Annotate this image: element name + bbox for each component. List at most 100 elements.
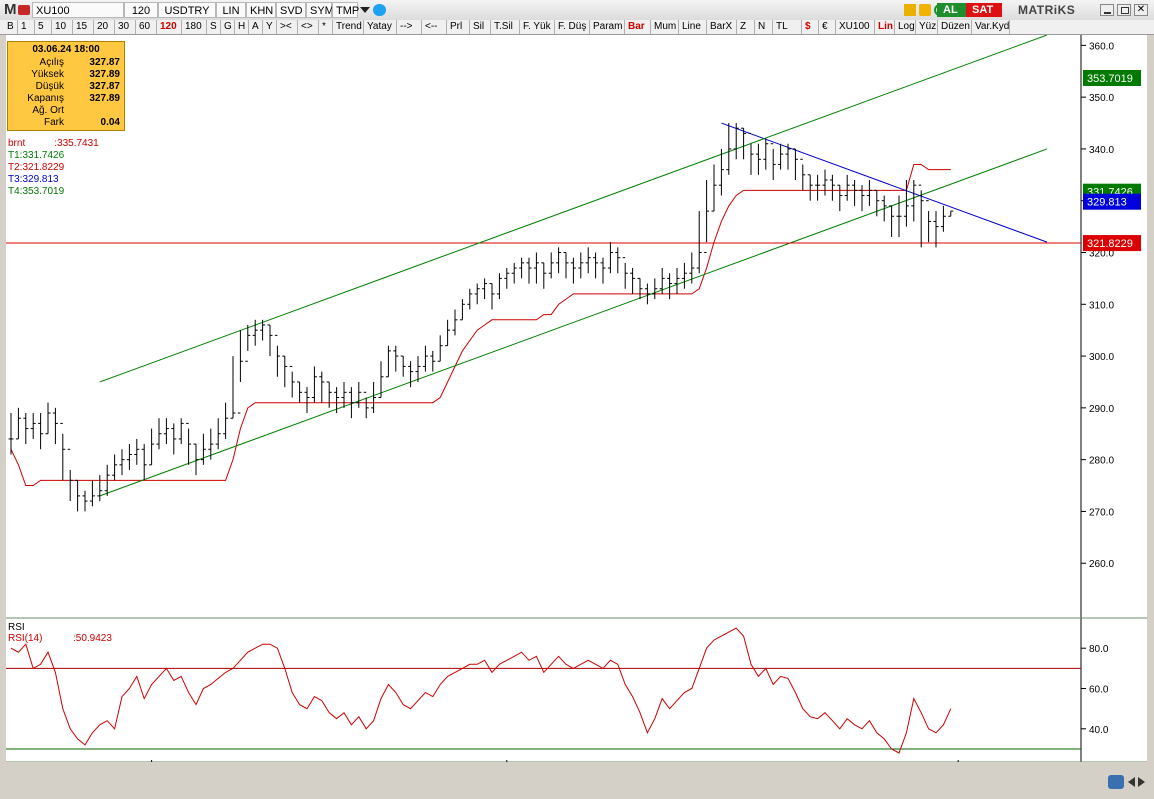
lock-icon[interactable]	[919, 4, 931, 16]
toolbar-button-17[interactable]: *	[319, 20, 333, 34]
legend-entry: brnt:335.7431	[8, 138, 99, 150]
ohlc-bar	[918, 184, 924, 248]
ohlc-bar	[792, 148, 798, 180]
scroll-left-icon[interactable]	[1128, 777, 1135, 787]
ohlc-bar	[311, 366, 317, 403]
toolbar-button-1[interactable]: 1	[18, 20, 35, 34]
toolbar-button-21[interactable]: <--	[422, 20, 447, 34]
toolbar-button-39[interactable]: Log	[895, 20, 916, 34]
toolbar-button-15[interactable]: ><	[277, 20, 298, 34]
toolbar-button-40[interactable]: Yüz	[916, 20, 938, 34]
toolbar-button-22[interactable]: Prl	[447, 20, 470, 34]
maximize-button[interactable]	[1117, 4, 1131, 16]
pin-icon[interactable]	[904, 4, 916, 16]
twitter-icon[interactable]	[373, 4, 386, 16]
symbol-field[interactable]: XU100	[32, 2, 124, 18]
currency-field[interactable]: USDTRY	[158, 2, 216, 18]
toolbar-button-12[interactable]: H	[235, 20, 249, 34]
buy-button[interactable]: AL	[937, 3, 975, 17]
toolbar-button-38[interactable]: Lin	[875, 20, 895, 34]
scroll-right-icon[interactable]	[1138, 777, 1145, 787]
toolbar-button-9[interactable]: 180	[182, 20, 207, 34]
y-tick-label: 280.0	[1089, 456, 1114, 467]
toolbar-button-41[interactable]: Düzen	[938, 20, 972, 34]
ohlc-bar	[267, 324, 273, 357]
ohlc-bar	[822, 169, 828, 196]
ohlc-bar	[844, 174, 850, 201]
ohlc-bar	[119, 449, 125, 476]
toolbar-button-36[interactable]: €	[819, 20, 836, 34]
ohlc-bar	[156, 418, 162, 450]
toolbar-button-14[interactable]: Y	[263, 20, 277, 34]
chart-svg: 260.0270.0280.0290.0300.0310.0320.0330.0…	[6, 35, 1147, 762]
toolbar-button-32[interactable]: Z	[737, 20, 755, 34]
ohlc-bar	[755, 143, 761, 175]
toolbar-button-11[interactable]: G	[221, 20, 235, 34]
toolbar-button-34[interactable]: TL	[773, 20, 802, 34]
ohlc-bar	[467, 288, 473, 310]
toolbar-button-2[interactable]: 5	[35, 20, 52, 34]
sync-icon[interactable]	[1108, 775, 1124, 789]
ohlc-bar	[400, 355, 406, 377]
ohlc-bar	[800, 158, 806, 191]
scale-button-khn[interactable]: KHN	[246, 2, 276, 18]
toolbar-button-5[interactable]: 20	[94, 20, 115, 34]
ohlc-bar	[718, 148, 724, 196]
toolbar-button-30[interactable]: Line	[679, 20, 707, 34]
rsi-y-tick-label: 60.0	[1089, 685, 1109, 696]
ohlc-bar	[593, 252, 599, 279]
toolbar-button-26[interactable]: F. Düş	[555, 20, 590, 34]
toolbar-button-42[interactable]: Var.Kyd	[972, 20, 1010, 34]
toolbar-button-13[interactable]: A	[249, 20, 263, 34]
ohlc-bar	[681, 262, 687, 289]
scale-button-tmp[interactable]: TMP	[332, 2, 359, 18]
toolbar-button-7[interactable]: 60	[136, 20, 157, 34]
ohlc-bar	[171, 423, 177, 455]
toolbar-button-0[interactable]: B	[4, 20, 18, 34]
ohlc-bar	[260, 319, 266, 341]
toolbar-button-24[interactable]: T.Sil	[491, 20, 520, 34]
scale-button-sym[interactable]: SYM	[306, 2, 334, 18]
toolbar-button-25[interactable]: F. Yük	[520, 20, 555, 34]
toolbar-button-28[interactable]: Bar	[625, 20, 651, 34]
scale-button-svd[interactable]: SVD	[276, 2, 306, 18]
rsi-y-tick-label: 80.0	[1089, 644, 1109, 655]
ohlc-bar	[689, 252, 695, 284]
chart-area: 260.0270.0280.0290.0300.0310.0320.0330.0…	[6, 35, 1147, 762]
dropdown-arrow-icon[interactable]	[360, 7, 370, 13]
scale-button-lin[interactable]: LIN	[216, 2, 246, 18]
app-logo[interactable]: M	[4, 1, 17, 18]
toolbar-button-16[interactable]: <>	[298, 20, 319, 34]
ohlc-bar	[578, 252, 584, 279]
toolbar-button-33[interactable]: N	[755, 20, 773, 34]
minimize-button[interactable]	[1100, 4, 1114, 16]
ohlc-bar	[881, 195, 887, 222]
toolbar-button-10[interactable]: S	[207, 20, 221, 34]
ohlc-bar	[741, 127, 747, 160]
ohlc-bar	[644, 283, 650, 305]
toolbar-button-37[interactable]: XU100	[836, 20, 875, 34]
toolbar-button-19[interactable]: Yatay	[364, 20, 397, 34]
toolbar-button-35[interactable]: $	[802, 20, 819, 34]
close-button[interactable]: ✕	[1134, 4, 1148, 16]
ohlc-bar	[126, 444, 132, 470]
toolbar-button-3[interactable]: 10	[52, 20, 73, 34]
ohlc-bar	[230, 356, 236, 419]
ohlc-bar	[459, 299, 465, 321]
toolbar-button-29[interactable]: Mum	[651, 20, 679, 34]
sell-button[interactable]: SAT	[966, 3, 1002, 17]
toolbar-button-4[interactable]: 15	[73, 20, 94, 34]
period-field[interactable]: 120	[124, 2, 158, 18]
legend-entry: T3:329.813	[8, 174, 88, 186]
toolbar-button-31[interactable]: BarX	[707, 20, 737, 34]
toolbar-button-8[interactable]: 120	[157, 20, 182, 34]
ohlc-bar	[829, 174, 835, 201]
ohlc-bar	[319, 371, 325, 403]
toolbar-button-27[interactable]: Param	[590, 20, 625, 34]
toolbar-button-18[interactable]: Trend	[333, 20, 364, 34]
ohlc-bar	[75, 479, 81, 512]
toolbar-button-23[interactable]: Sil	[470, 20, 491, 34]
toolbar-button-20[interactable]: -->	[397, 20, 422, 34]
toolbar-button-6[interactable]: 30	[115, 20, 136, 34]
ohlc-bar	[533, 252, 539, 284]
